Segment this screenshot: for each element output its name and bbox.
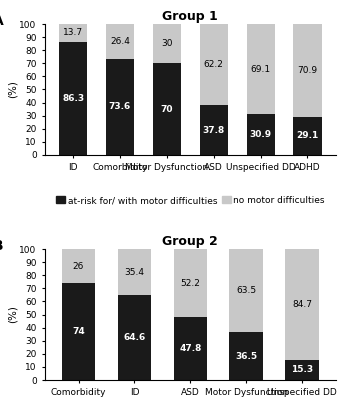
Bar <box>106 24 134 58</box>
Bar <box>293 24 321 117</box>
Text: 36.5: 36.5 <box>235 352 257 361</box>
Text: 47.8: 47.8 <box>179 344 201 353</box>
Text: 30.9: 30.9 <box>249 130 272 139</box>
Text: 69.1: 69.1 <box>251 65 271 74</box>
Bar <box>174 249 207 318</box>
Text: 35.4: 35.4 <box>125 268 144 277</box>
Legend: at-risk for/ with motor difficulties, no motor difficulties: at-risk for/ with motor difficulties, no… <box>56 196 325 205</box>
Bar <box>153 24 181 63</box>
Text: B: B <box>0 239 3 253</box>
Bar <box>285 249 319 360</box>
Text: 15.3: 15.3 <box>291 366 313 374</box>
Text: 84.7: 84.7 <box>292 300 312 309</box>
Text: 64.6: 64.6 <box>123 333 146 342</box>
Title: Group 1: Group 1 <box>162 10 218 23</box>
Text: 70: 70 <box>161 104 173 114</box>
Text: 73.6: 73.6 <box>109 102 131 111</box>
Bar <box>200 24 228 106</box>
Y-axis label: (%): (%) <box>8 80 18 98</box>
Bar <box>229 249 263 332</box>
Bar <box>200 106 228 155</box>
Bar <box>62 283 95 380</box>
Text: 62.2: 62.2 <box>204 60 224 69</box>
Bar <box>153 63 181 155</box>
Bar <box>59 24 87 42</box>
Text: 29.1: 29.1 <box>297 131 319 140</box>
Text: 13.7: 13.7 <box>63 28 83 38</box>
Bar <box>59 42 87 155</box>
Text: 26: 26 <box>73 262 84 271</box>
Bar <box>229 332 263 380</box>
Bar <box>174 318 207 380</box>
Bar <box>293 117 321 155</box>
Bar <box>118 249 151 296</box>
Bar <box>106 58 134 155</box>
Bar <box>285 360 319 380</box>
Bar <box>247 114 275 155</box>
Text: A: A <box>0 14 3 28</box>
Text: 86.3: 86.3 <box>62 94 84 103</box>
Bar <box>62 249 95 283</box>
Text: 30: 30 <box>161 39 173 48</box>
Text: 74: 74 <box>72 327 85 336</box>
Bar <box>118 296 151 380</box>
Bar <box>247 24 275 114</box>
Text: 26.4: 26.4 <box>110 37 130 46</box>
Y-axis label: (%): (%) <box>8 306 18 324</box>
Title: Group 2: Group 2 <box>162 235 218 248</box>
Text: 63.5: 63.5 <box>236 286 256 295</box>
Text: 52.2: 52.2 <box>180 279 200 288</box>
Text: 37.8: 37.8 <box>203 126 225 135</box>
Text: 70.9: 70.9 <box>298 66 318 75</box>
